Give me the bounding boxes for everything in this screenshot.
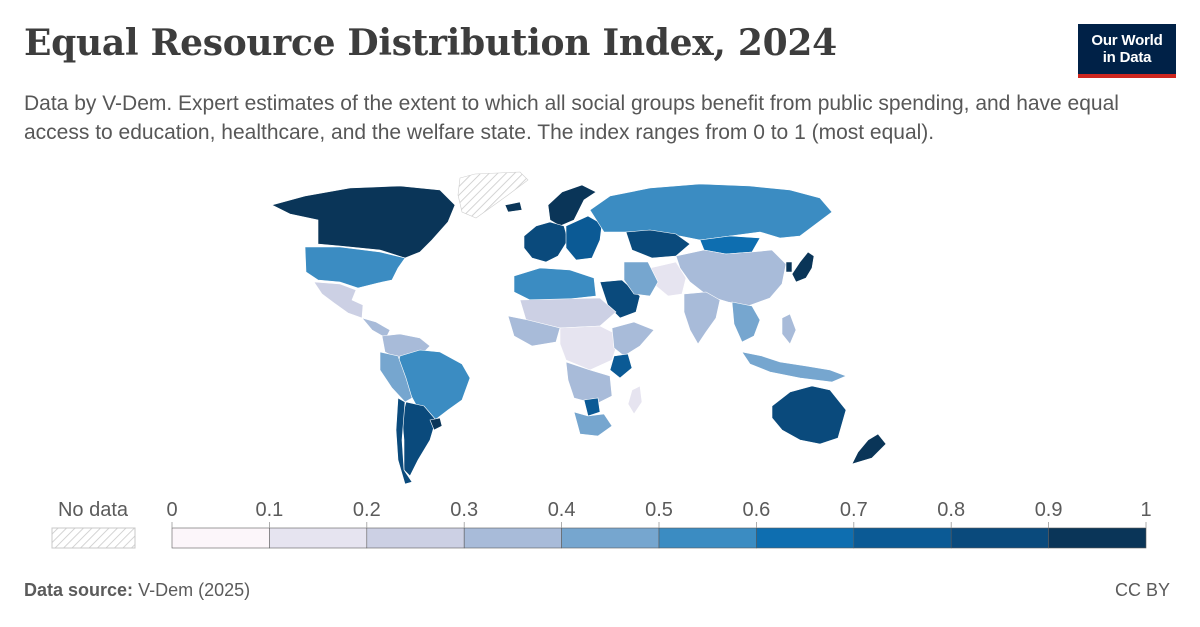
region-western-europe[interactable] — [523, 221, 569, 263]
legend-bin-3[interactable] — [463, 527, 562, 549]
region-iceland-scandinavia[interactable] — [504, 184, 597, 227]
legend-bin-8[interactable] — [950, 527, 1049, 549]
region-south-africa[interactable] — [573, 411, 613, 437]
chart-subtitle: Data by V-Dem. Expert estimates of the e… — [24, 92, 1119, 144]
region-peru-bolivia[interactable] — [379, 351, 413, 403]
source-label: Data source: — [24, 580, 134, 600]
region-mexico[interactable] — [313, 281, 364, 319]
region-new-zealand[interactable] — [851, 433, 887, 465]
legend-no-data-swatch[interactable] — [51, 527, 136, 549]
legend-tick-label: 0 — [166, 499, 177, 521]
world-map — [271, 171, 887, 485]
region-kazakhstan[interactable] — [625, 229, 691, 259]
legend-no-data-label: No data — [58, 499, 129, 521]
region-eastern-europe[interactable] — [565, 215, 603, 261]
region-southeast-asia[interactable] — [731, 301, 761, 343]
region-russia[interactable] — [589, 183, 833, 241]
legend-bin-7[interactable] — [853, 527, 952, 549]
region-iran[interactable] — [623, 261, 659, 297]
region-east-africa[interactable] — [611, 321, 655, 357]
legend-tick-label: 0.3 — [450, 499, 478, 521]
region-north-africa[interactable] — [513, 267, 597, 301]
legend-tick-label: 0.4 — [548, 499, 576, 521]
region-west-africa[interactable] — [507, 315, 561, 347]
legend-bin-0[interactable] — [171, 527, 270, 549]
region-central-africa[interactable] — [559, 325, 621, 371]
region-japan[interactable] — [791, 251, 815, 283]
source-value[interactable]: V-Dem (2025) — [138, 580, 251, 600]
region-tanzania[interactable] — [609, 353, 633, 379]
legend-tick-label: 0.5 — [645, 499, 673, 521]
color-legend: No data 0 0.1 0.2 0.3 0.4 0.5 0.6 0.7 0.8 0.9 1 — [51, 499, 1152, 549]
region-indonesia[interactable] — [741, 351, 847, 383]
legend-tick-label: 0.9 — [1035, 499, 1063, 521]
legend-no-data: No data — [51, 499, 136, 549]
owid-logo[interactable]: Our World in Data — [1078, 24, 1176, 78]
legend-tick-label: 0.6 — [742, 499, 770, 521]
data-source: Data source: V-Dem (2025) — [24, 580, 250, 601]
region-botswana[interactable] — [583, 397, 601, 417]
legend-bin-6[interactable] — [756, 527, 855, 549]
legend-tick-label: 0.8 — [937, 499, 965, 521]
region-southern-africa[interactable] — [565, 361, 613, 405]
region-central-america[interactable] — [361, 317, 391, 339]
legend-bin-5[interactable] — [658, 527, 757, 549]
logo-line-2: in Data — [1102, 49, 1152, 66]
legend-tick-label: 1 — [1140, 499, 1151, 521]
legend-tick-label: 0.2 — [353, 499, 381, 521]
legend-bin-9[interactable] — [1048, 527, 1147, 549]
legend-bin-1[interactable] — [269, 527, 368, 549]
license[interactable]: CC BY — [1114, 580, 1170, 600]
legend-bin-4[interactable] — [561, 527, 660, 549]
region-india[interactable] — [683, 291, 721, 345]
region-philippines[interactable] — [781, 313, 797, 345]
region-uruguay[interactable] — [429, 417, 443, 431]
region-united-states[interactable] — [304, 246, 406, 289]
legend-tick-label: 0.1 — [255, 499, 283, 521]
legend-tick-label: 0.7 — [840, 499, 868, 521]
region-chile[interactable] — [395, 397, 413, 485]
logo-line-1: Our World — [1091, 32, 1163, 49]
region-greenland[interactable] — [457, 171, 529, 219]
region-australia[interactable] — [771, 385, 847, 445]
region-canada[interactable] — [271, 185, 456, 259]
region-south-korea[interactable] — [785, 261, 793, 273]
chart-title: Equal Resource Distribution Index, 2024 — [24, 22, 837, 64]
region-madagascar[interactable] — [627, 385, 643, 415]
legend-bin-2[interactable] — [366, 527, 465, 549]
